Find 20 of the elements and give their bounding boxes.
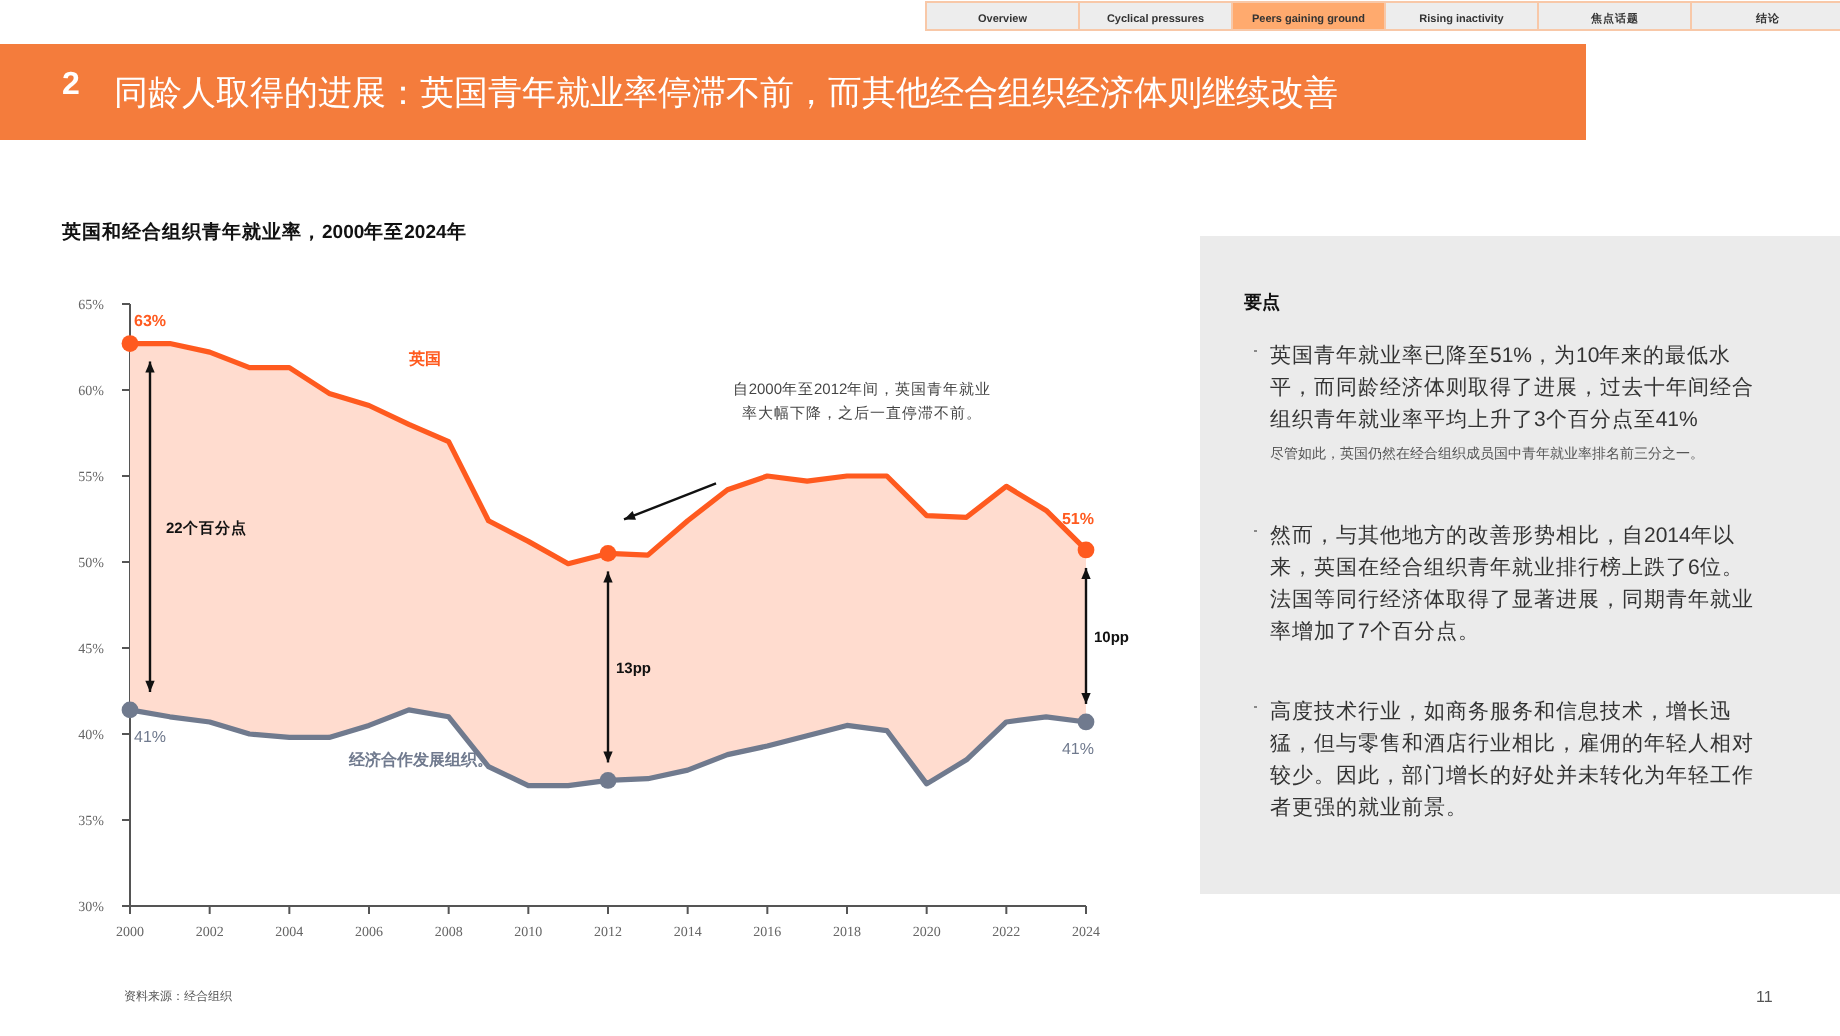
text: 英国 (406, 350, 441, 369)
point (121, 701, 139, 719)
text: 高度技术行业，如商务服务和信息技术，增长迅猛，但与零售和酒店行业相比，雇佣的年轻人相对较少。因此，部门增长的好处并未转化为年轻工作者更强的就业前景。 (1270, 698, 1754, 824)
data-label: 63% (134, 311, 167, 330)
series-label: 经济合作发展组织。 (346, 748, 493, 769)
chart-subtitle: 英国和经合组织青年就业率，2000年至2024年 (62, 220, 467, 246)
text: 要点 (1244, 290, 1280, 316)
data-label: 41% (1061, 739, 1095, 758)
point (599, 545, 617, 562)
point (1077, 713, 1095, 731)
chart-title: 同龄人取得的进展：英国青年就业率停滞不前，而其他经合组织经济体则继续改善 (114, 72, 1338, 116)
data-label: 51% (1061, 509, 1095, 528)
data-label: 41% (134, 727, 167, 746)
text: 然而，与其他地方的改善形势相比，自2014年以来，英国在经合组织青年就业排行榜上跌了6位。法国等同行经济体取得了显著进展，同期青年就业率增加了7个百分点。 (1270, 522, 1754, 648)
point (1077, 541, 1095, 559)
text: 11 (1756, 988, 1773, 1006)
point (599, 772, 617, 789)
point (121, 335, 139, 352)
text: 英国青年就业率已降至51%，为10年来的最低水平，而同龄经济体则取得了进展，过去十年间经合组织青年就业率平均上升了3个百分点至41% (1270, 342, 1754, 436)
text: 2 (62, 68, 80, 104)
